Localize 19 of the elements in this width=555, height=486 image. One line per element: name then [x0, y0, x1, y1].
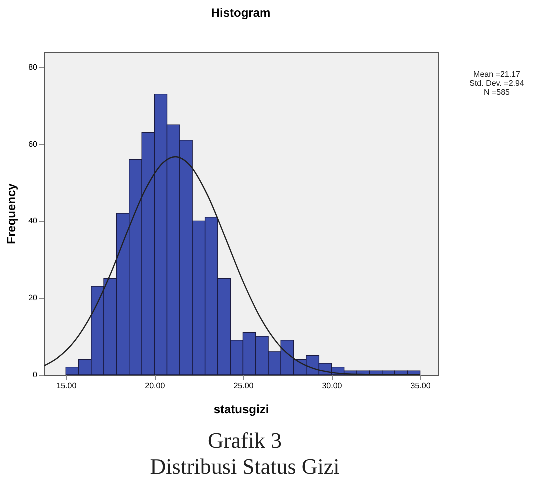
text: Distribusi Status Gizi	[149, 454, 341, 480]
text: Std. Dev. =2.94	[468, 79, 526, 88]
chart-title: Histogram	[211, 6, 271, 20]
x-axis-title: statusgizi	[214, 402, 270, 416]
line-series	[44, 156, 421, 375]
y-axis-title: Frequency	[4, 183, 19, 244]
y-tick-label: 0	[33, 370, 38, 380]
x-tick-label: 30.00	[322, 382, 343, 390]
y-tick-label: 20	[28, 294, 38, 303]
x-tick-label: 35.00	[410, 382, 432, 390]
text: N =585	[482, 88, 512, 97]
x-tick-label: 25.00	[234, 382, 254, 390]
x-tick-label: 20.00	[145, 382, 166, 390]
y-tick-label: 40	[28, 216, 38, 226]
text: Grafik 3	[207, 428, 283, 454]
x-tick-label: 15.00	[56, 382, 78, 390]
y-tick-label: 80	[28, 62, 38, 72]
y-tick-label: 60	[28, 140, 38, 149]
text: Mean =21.17	[472, 70, 522, 79]
